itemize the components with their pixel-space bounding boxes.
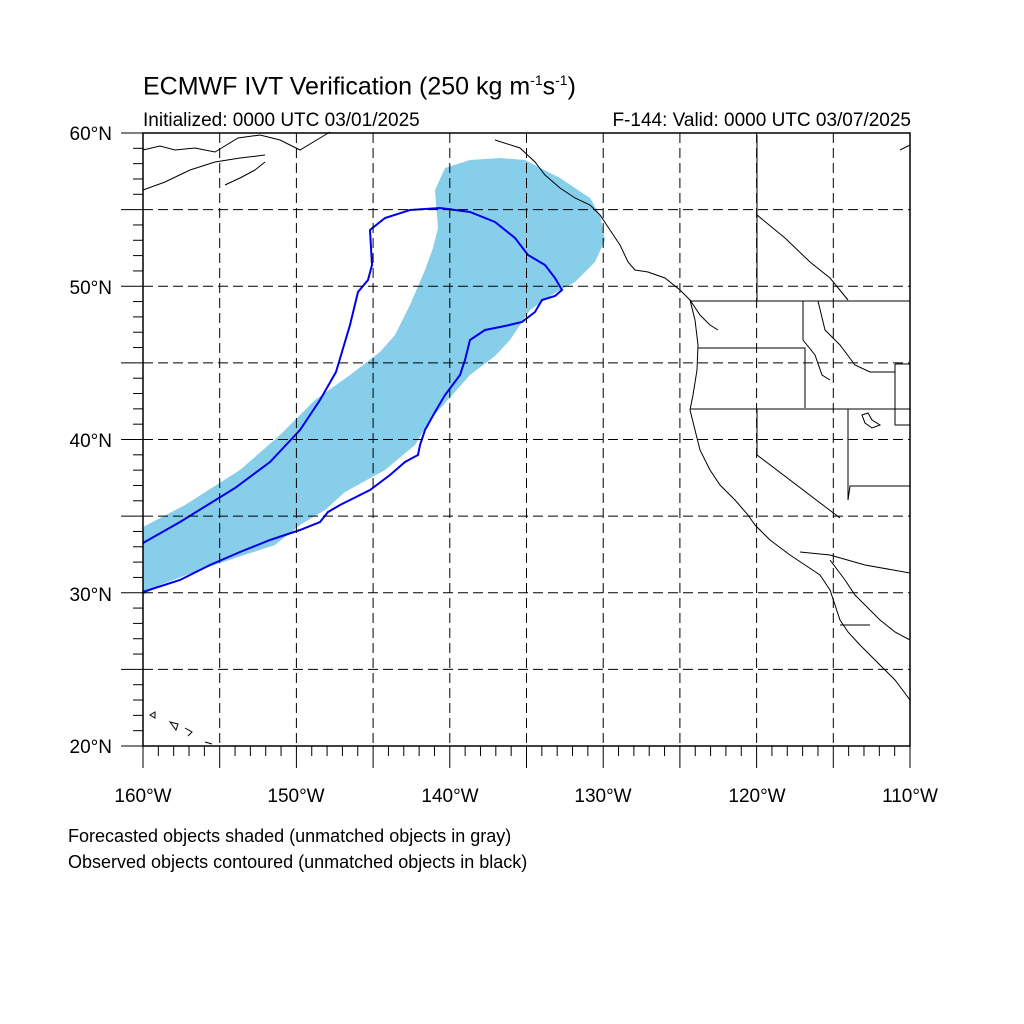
lat-lon-grid [143, 133, 910, 746]
lon-label-130w: 130°W [574, 786, 632, 807]
coastline [142, 131, 911, 745]
lon-label-110w: 110°W [882, 786, 938, 807]
valid-time-label: F-144: Valid: 0000 UTC 03/07/2025 [612, 110, 911, 131]
lon-label-150w: 150°W [267, 786, 325, 807]
legend-note-observed: Observed objects contoured (unmatched ob… [68, 852, 528, 872]
state-borders [690, 135, 911, 626]
map-title: ECMWF IVT Verification (250 kg m-1s-1) [143, 72, 576, 101]
axis-ticks [121, 132, 911, 768]
lat-label-50n: 50°N [69, 278, 112, 299]
lat-label-60n: 60°N [69, 124, 112, 145]
lon-label-120w: 120°W [728, 786, 786, 807]
observed-object-contour [142, 206, 564, 593]
forecast-object [143, 158, 605, 595]
lon-label-160w: 160°W [114, 786, 172, 807]
lat-label-20n: 20°N [69, 737, 112, 758]
lat-label-40n: 40°N [69, 431, 112, 452]
initialized-label: Initialized: 0000 UTC 03/01/2025 [143, 110, 420, 131]
lat-label-30n: 30°N [69, 585, 112, 606]
legend-note-forecast: Forecasted objects shaded (unmatched obj… [68, 826, 512, 846]
lon-label-140w: 140°W [421, 786, 479, 807]
